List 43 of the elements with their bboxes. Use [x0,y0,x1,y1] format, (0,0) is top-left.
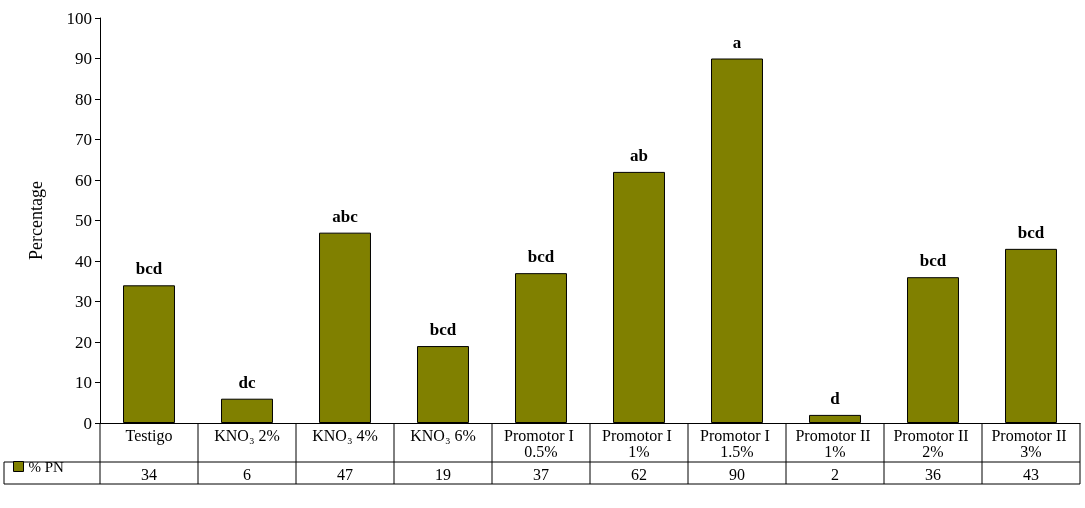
y-tick-label: 50 [75,211,92,230]
y-tick-label: 60 [75,170,92,190]
y-tick-label: 80 [75,89,92,109]
annotation: a [732,32,742,52]
x-tick-label: Promotor II 2% [893,426,973,460]
legend-label: % PN [28,458,65,475]
x-tick-label: Promotor II 1% [795,426,875,460]
y-tick-label: 70 [75,130,92,149]
data-label: 34 [141,465,157,483]
annotation: abc [332,206,359,226]
x-tick-label: Testigo [125,426,173,445]
x-tick-label: KNO₃ 4% [312,426,378,444]
annotation: bcd [1017,222,1045,242]
x-tick-label: KNO₃ 2% [214,426,280,444]
data-label: 19 [435,465,451,483]
y-tick-label: 100 [66,8,92,28]
annotation: bcd [527,247,555,267]
annotation: bcd [135,259,163,279]
y-tick-label: 30 [75,292,92,311]
y-tick-label: 40 [75,251,92,271]
x-tick-label: Promotor II 3% [991,426,1071,460]
annotation: ab [630,145,648,165]
data-label: 43 [1023,465,1039,483]
y-tick-label: 0 [83,413,92,433]
x-tick-label: Promotor I 1.5% [700,426,774,460]
y-tick-label: 10 [75,373,92,392]
y-tick-label: 20 [75,332,92,352]
x-tick-label: Promotor I 1% [602,426,676,460]
annotation: dc [238,372,256,392]
data-label: 47 [337,465,353,483]
annotation: d [830,388,841,408]
y-axis-title: Percentage [26,181,46,260]
data-label: 36 [925,465,941,483]
x-tick-label: KNO₃ 6% [410,426,476,444]
annotation: bcd [429,320,457,340]
y-tick-label: 90 [75,49,92,68]
data-label: 6 [243,465,251,483]
data-label: 90 [729,465,745,483]
data-label: 2 [831,465,839,483]
annotation: bcd [919,251,947,271]
data-label: 62 [631,465,647,483]
data-label: 37 [533,465,549,483]
x-tick-label: Promotor I 0.5% [504,426,578,460]
